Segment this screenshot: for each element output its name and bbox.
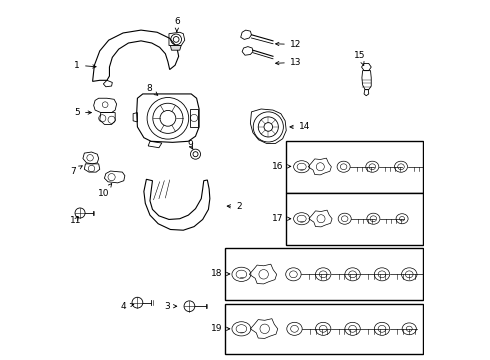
Bar xyxy=(225,248,422,300)
Text: 19: 19 xyxy=(211,324,230,333)
Text: 1: 1 xyxy=(74,61,96,70)
Text: 2: 2 xyxy=(227,202,242,211)
Text: 8: 8 xyxy=(146,84,158,95)
Text: 10: 10 xyxy=(98,184,112,198)
Text: 4: 4 xyxy=(121,302,134,311)
Text: 18: 18 xyxy=(211,269,230,278)
Text: 17: 17 xyxy=(272,214,291,223)
Text: 13: 13 xyxy=(275,58,301,67)
Bar xyxy=(286,140,422,193)
Text: 6: 6 xyxy=(174,17,180,32)
Polygon shape xyxy=(171,45,181,50)
Text: 7: 7 xyxy=(71,166,82,176)
Text: 16: 16 xyxy=(272,162,291,171)
Bar xyxy=(225,304,422,354)
Text: 3: 3 xyxy=(164,302,177,311)
Bar xyxy=(286,193,422,244)
Text: 5: 5 xyxy=(74,108,92,117)
Text: 9: 9 xyxy=(187,140,193,149)
Text: 11: 11 xyxy=(70,216,81,225)
Text: 12: 12 xyxy=(275,40,301,49)
Text: 14: 14 xyxy=(290,122,310,131)
Text: 15: 15 xyxy=(354,51,366,65)
